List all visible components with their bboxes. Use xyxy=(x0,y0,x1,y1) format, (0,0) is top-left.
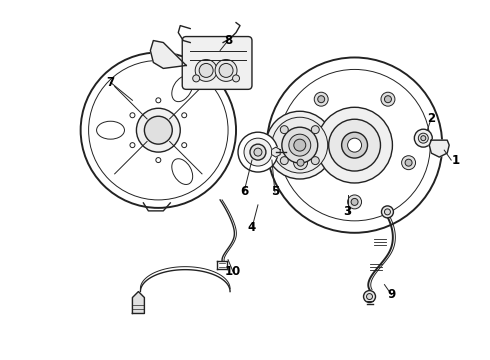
Circle shape xyxy=(272,117,328,173)
Circle shape xyxy=(282,127,318,163)
Circle shape xyxy=(156,98,161,103)
Circle shape xyxy=(254,148,262,156)
Polygon shape xyxy=(271,147,280,157)
Polygon shape xyxy=(429,140,449,157)
Circle shape xyxy=(381,92,395,106)
Circle shape xyxy=(280,157,288,165)
Ellipse shape xyxy=(172,76,193,102)
Circle shape xyxy=(215,59,237,81)
Circle shape xyxy=(415,129,432,147)
Circle shape xyxy=(199,63,213,77)
Circle shape xyxy=(195,59,217,81)
Circle shape xyxy=(156,158,161,163)
Text: 10: 10 xyxy=(225,265,241,278)
Circle shape xyxy=(342,132,368,158)
Circle shape xyxy=(294,156,308,170)
Circle shape xyxy=(351,198,358,206)
Circle shape xyxy=(233,75,240,82)
Circle shape xyxy=(405,159,412,166)
Circle shape xyxy=(238,132,278,172)
Text: 7: 7 xyxy=(106,76,115,89)
Text: 9: 9 xyxy=(387,288,395,301)
Circle shape xyxy=(311,126,319,134)
Circle shape xyxy=(145,116,172,144)
Polygon shape xyxy=(150,41,186,68)
Circle shape xyxy=(294,139,306,151)
Circle shape xyxy=(367,293,372,300)
Circle shape xyxy=(347,138,362,152)
Text: 2: 2 xyxy=(427,112,435,125)
Text: 3: 3 xyxy=(343,205,352,219)
Circle shape xyxy=(347,195,362,209)
Circle shape xyxy=(297,159,304,166)
Circle shape xyxy=(364,291,375,302)
Circle shape xyxy=(385,209,391,215)
Text: 6: 6 xyxy=(240,185,248,198)
Circle shape xyxy=(280,126,288,134)
Circle shape xyxy=(418,133,428,143)
Circle shape xyxy=(136,108,180,152)
Circle shape xyxy=(314,92,328,106)
Circle shape xyxy=(402,156,416,170)
Circle shape xyxy=(130,113,135,118)
Ellipse shape xyxy=(97,121,124,139)
Circle shape xyxy=(382,206,393,218)
Circle shape xyxy=(318,96,325,103)
Circle shape xyxy=(219,63,233,77)
Text: 1: 1 xyxy=(451,154,459,167)
Text: 4: 4 xyxy=(248,221,256,234)
Polygon shape xyxy=(132,292,145,314)
Circle shape xyxy=(289,134,311,156)
Circle shape xyxy=(182,143,187,148)
Circle shape xyxy=(193,75,200,82)
Circle shape xyxy=(250,144,266,160)
Circle shape xyxy=(244,138,272,166)
Text: 8: 8 xyxy=(224,34,232,47)
Ellipse shape xyxy=(172,159,193,184)
Circle shape xyxy=(329,119,380,171)
Circle shape xyxy=(267,58,442,233)
Circle shape xyxy=(130,143,135,148)
Circle shape xyxy=(182,113,187,118)
Circle shape xyxy=(311,157,319,165)
Circle shape xyxy=(81,53,236,208)
Circle shape xyxy=(266,111,334,179)
Circle shape xyxy=(421,136,426,141)
Circle shape xyxy=(317,107,392,183)
Text: 5: 5 xyxy=(271,185,279,198)
Circle shape xyxy=(385,96,392,103)
FancyBboxPatch shape xyxy=(182,37,252,89)
